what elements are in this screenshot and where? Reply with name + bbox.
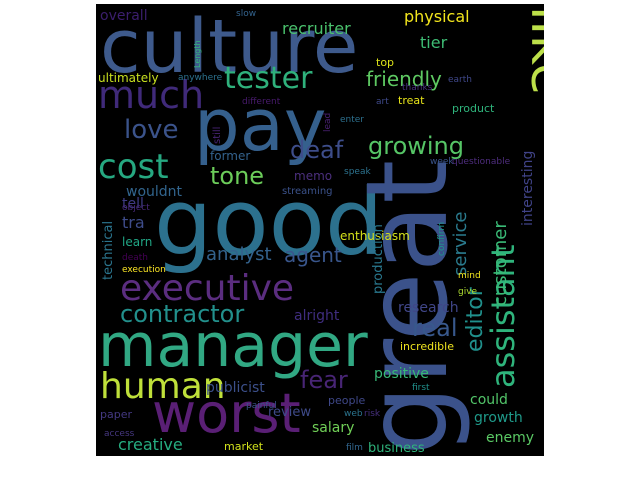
word: mind xyxy=(458,271,481,281)
word: tone xyxy=(210,162,264,190)
word: object xyxy=(122,203,150,213)
word: business xyxy=(368,441,425,456)
word: first xyxy=(412,383,430,393)
word: editor xyxy=(463,286,488,352)
word: week xyxy=(430,157,454,167)
word: salary xyxy=(312,420,354,436)
word: research xyxy=(398,300,459,316)
word: technical xyxy=(101,221,116,280)
word: like xyxy=(519,6,544,95)
word: web xyxy=(344,409,363,419)
word: review xyxy=(268,405,311,420)
word: ultimately xyxy=(98,71,159,85)
word: service xyxy=(450,212,471,276)
word: pay xyxy=(194,83,326,167)
word-cloud-canvas: culture like pay good great manager wors… xyxy=(98,4,544,456)
word: executive xyxy=(120,268,294,309)
word: streaming xyxy=(282,186,333,197)
word: much xyxy=(98,73,204,117)
word: wouldnt xyxy=(126,184,183,200)
word: learn xyxy=(122,235,152,249)
word: great xyxy=(343,160,473,456)
word: painful xyxy=(246,401,277,411)
word: analyst xyxy=(206,244,272,265)
word: real xyxy=(412,314,457,342)
word: speak xyxy=(344,167,371,177)
word: product xyxy=(452,102,495,115)
word: human xyxy=(100,366,226,407)
word: risk xyxy=(364,409,381,419)
word: could xyxy=(470,392,508,408)
word: art xyxy=(376,97,389,107)
word: fear xyxy=(300,366,348,394)
word: growth xyxy=(474,410,523,426)
word: earth xyxy=(448,75,472,85)
word: assistant xyxy=(484,245,522,389)
word: enemy xyxy=(486,430,534,446)
word: lead xyxy=(323,113,333,132)
word: former xyxy=(210,149,250,163)
word: enthusiasm xyxy=(340,229,410,243)
word: culture xyxy=(100,4,358,90)
word: agent xyxy=(284,243,342,267)
word: cost xyxy=(98,147,169,187)
word: alright xyxy=(294,308,340,324)
word: market xyxy=(224,440,264,453)
word: treat xyxy=(398,94,425,107)
word: positive xyxy=(374,366,429,382)
word: tra xyxy=(122,213,145,232)
word: overall xyxy=(100,8,148,24)
word-cloud: culture like pay good great manager wors… xyxy=(96,4,544,456)
word: tester xyxy=(224,61,313,96)
word: interesting xyxy=(520,151,536,226)
word: manager xyxy=(98,311,368,381)
word: friendly xyxy=(366,67,442,91)
word: access xyxy=(104,429,135,439)
word: deaf xyxy=(290,136,344,164)
word: questionable xyxy=(452,157,511,167)
word: people xyxy=(328,394,366,407)
word: production xyxy=(371,224,386,294)
word: still xyxy=(212,127,223,144)
word: contractor xyxy=(120,300,244,328)
word: recruiter xyxy=(282,19,351,38)
word: Length xyxy=(193,40,202,68)
word: publicist xyxy=(206,380,265,396)
word: customer xyxy=(490,221,511,306)
word: give xyxy=(458,287,478,297)
word: tell xyxy=(122,196,144,212)
word: good xyxy=(154,169,383,276)
word: film xyxy=(346,443,363,453)
word: slow xyxy=(236,9,256,19)
word: different xyxy=(242,97,281,107)
word: memo xyxy=(294,169,332,183)
word: tier xyxy=(420,33,448,52)
word: paper xyxy=(100,408,132,421)
word: worst xyxy=(152,382,301,445)
word: incredible xyxy=(400,340,454,353)
word: death xyxy=(122,253,148,263)
word: anywhere xyxy=(178,73,223,83)
word: physical xyxy=(404,7,470,26)
word: love xyxy=(124,115,179,145)
word: top xyxy=(376,56,394,69)
word: thanks xyxy=(402,83,433,93)
word: growing xyxy=(368,132,464,160)
word: confirm xyxy=(437,222,447,256)
word: enter xyxy=(340,115,364,125)
word: execution xyxy=(122,265,166,275)
word: creative xyxy=(118,435,183,454)
